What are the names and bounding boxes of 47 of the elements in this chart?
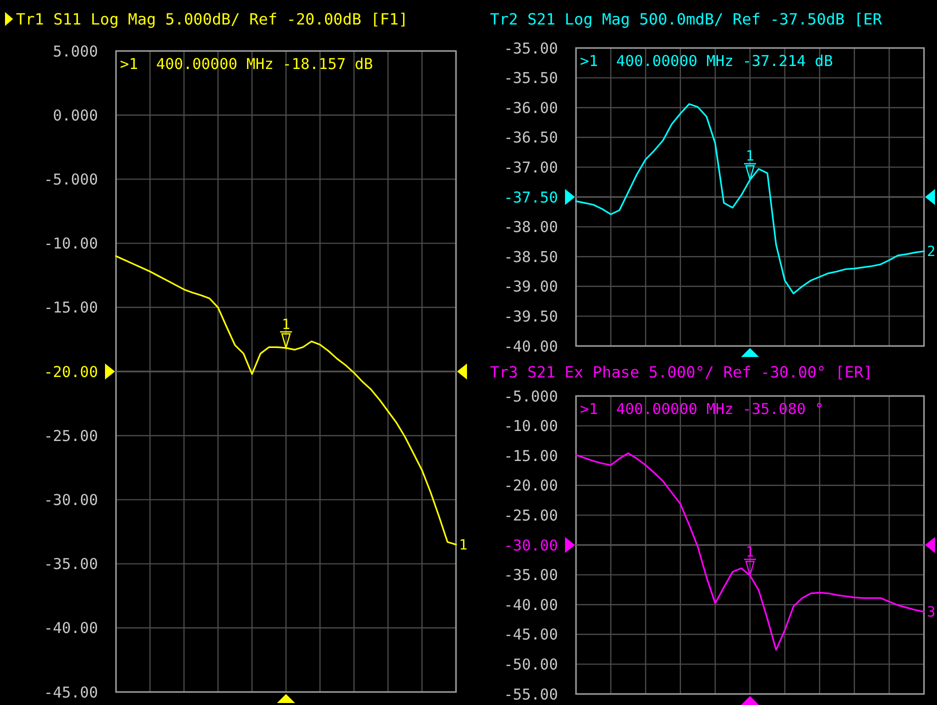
y-tick-label: -30.00 [504,536,558,554]
chart-title: Tr3 S21 Ex Phase 5.000°/ Ref -30.00° [ER] [490,363,873,382]
y-tick-label: -20.00 [44,362,98,381]
y-tick-label: -40.00 [504,337,558,356]
y-tick-label: -10.00 [504,417,558,436]
y-tick-label: -36.50 [504,128,558,147]
y-tick-label: -30.00 [44,490,98,509]
annotation: >1 400.00000 MHz -18.157 dB [120,55,373,73]
y-tick-label: -20.00 [504,476,558,495]
y-tick-label: -25.00 [504,506,558,524]
y-tick-label: -38.00 [504,218,558,236]
y-tick-label: -10.00 [44,234,98,253]
y-tick-label: -5.000 [44,170,98,188]
chart-title: Tr1 S11 Log Mag 5.000dB/ Ref -20.00dB [F1] [16,10,408,28]
y-tick-label: -39.00 [504,278,558,296]
annotation: >1 400.00000 MHz -37.214 dB [580,52,833,70]
y-tick-label: -37.50 [504,188,558,206]
y-tick-label: -35.00 [504,566,558,584]
y-tick-label: -36.00 [504,98,558,117]
y-tick-label: -38.50 [504,248,558,266]
annotation: 1 [746,544,754,560]
y-tick-label: -15.00 [44,298,98,317]
series-label: 3 [927,604,936,621]
y-tick-label: -45.00 [44,683,98,702]
y-tick-label: -55.00 [504,685,558,704]
y-tick-label: -37.00 [504,158,558,176]
y-tick-label: 5.000 [52,42,98,60]
y-tick-label: -35.00 [504,39,558,58]
series-label: 1 [459,537,468,554]
y-tick-label: -35.50 [504,69,558,88]
chart-title: Tr2 S21 Log Mag 500.0mdB/ Ref -37.50dB [ER [490,10,883,28]
y-tick-label: -45.00 [504,626,558,644]
y-tick-label: -50.00 [504,655,558,674]
series-label: 2 [927,244,936,260]
y-tick-label: 0.000 [52,106,98,124]
y-tick-label: -40.00 [504,596,558,614]
y-tick-label: -40.00 [44,619,98,638]
y-tick-label: -15.00 [504,446,558,465]
line-series [575,452,925,651]
y-tick-label: -39.50 [504,307,558,326]
line-series [115,255,457,546]
annotation: 1 [282,316,290,333]
y-tick-label: -25.00 [44,426,98,445]
y-tick-label: -5.000 [504,387,558,406]
annotation: 1 [746,148,754,165]
annotation: >1 400.00000 MHz -35.080 ° [580,400,824,418]
y-tick-label: -35.00 [44,555,98,574]
